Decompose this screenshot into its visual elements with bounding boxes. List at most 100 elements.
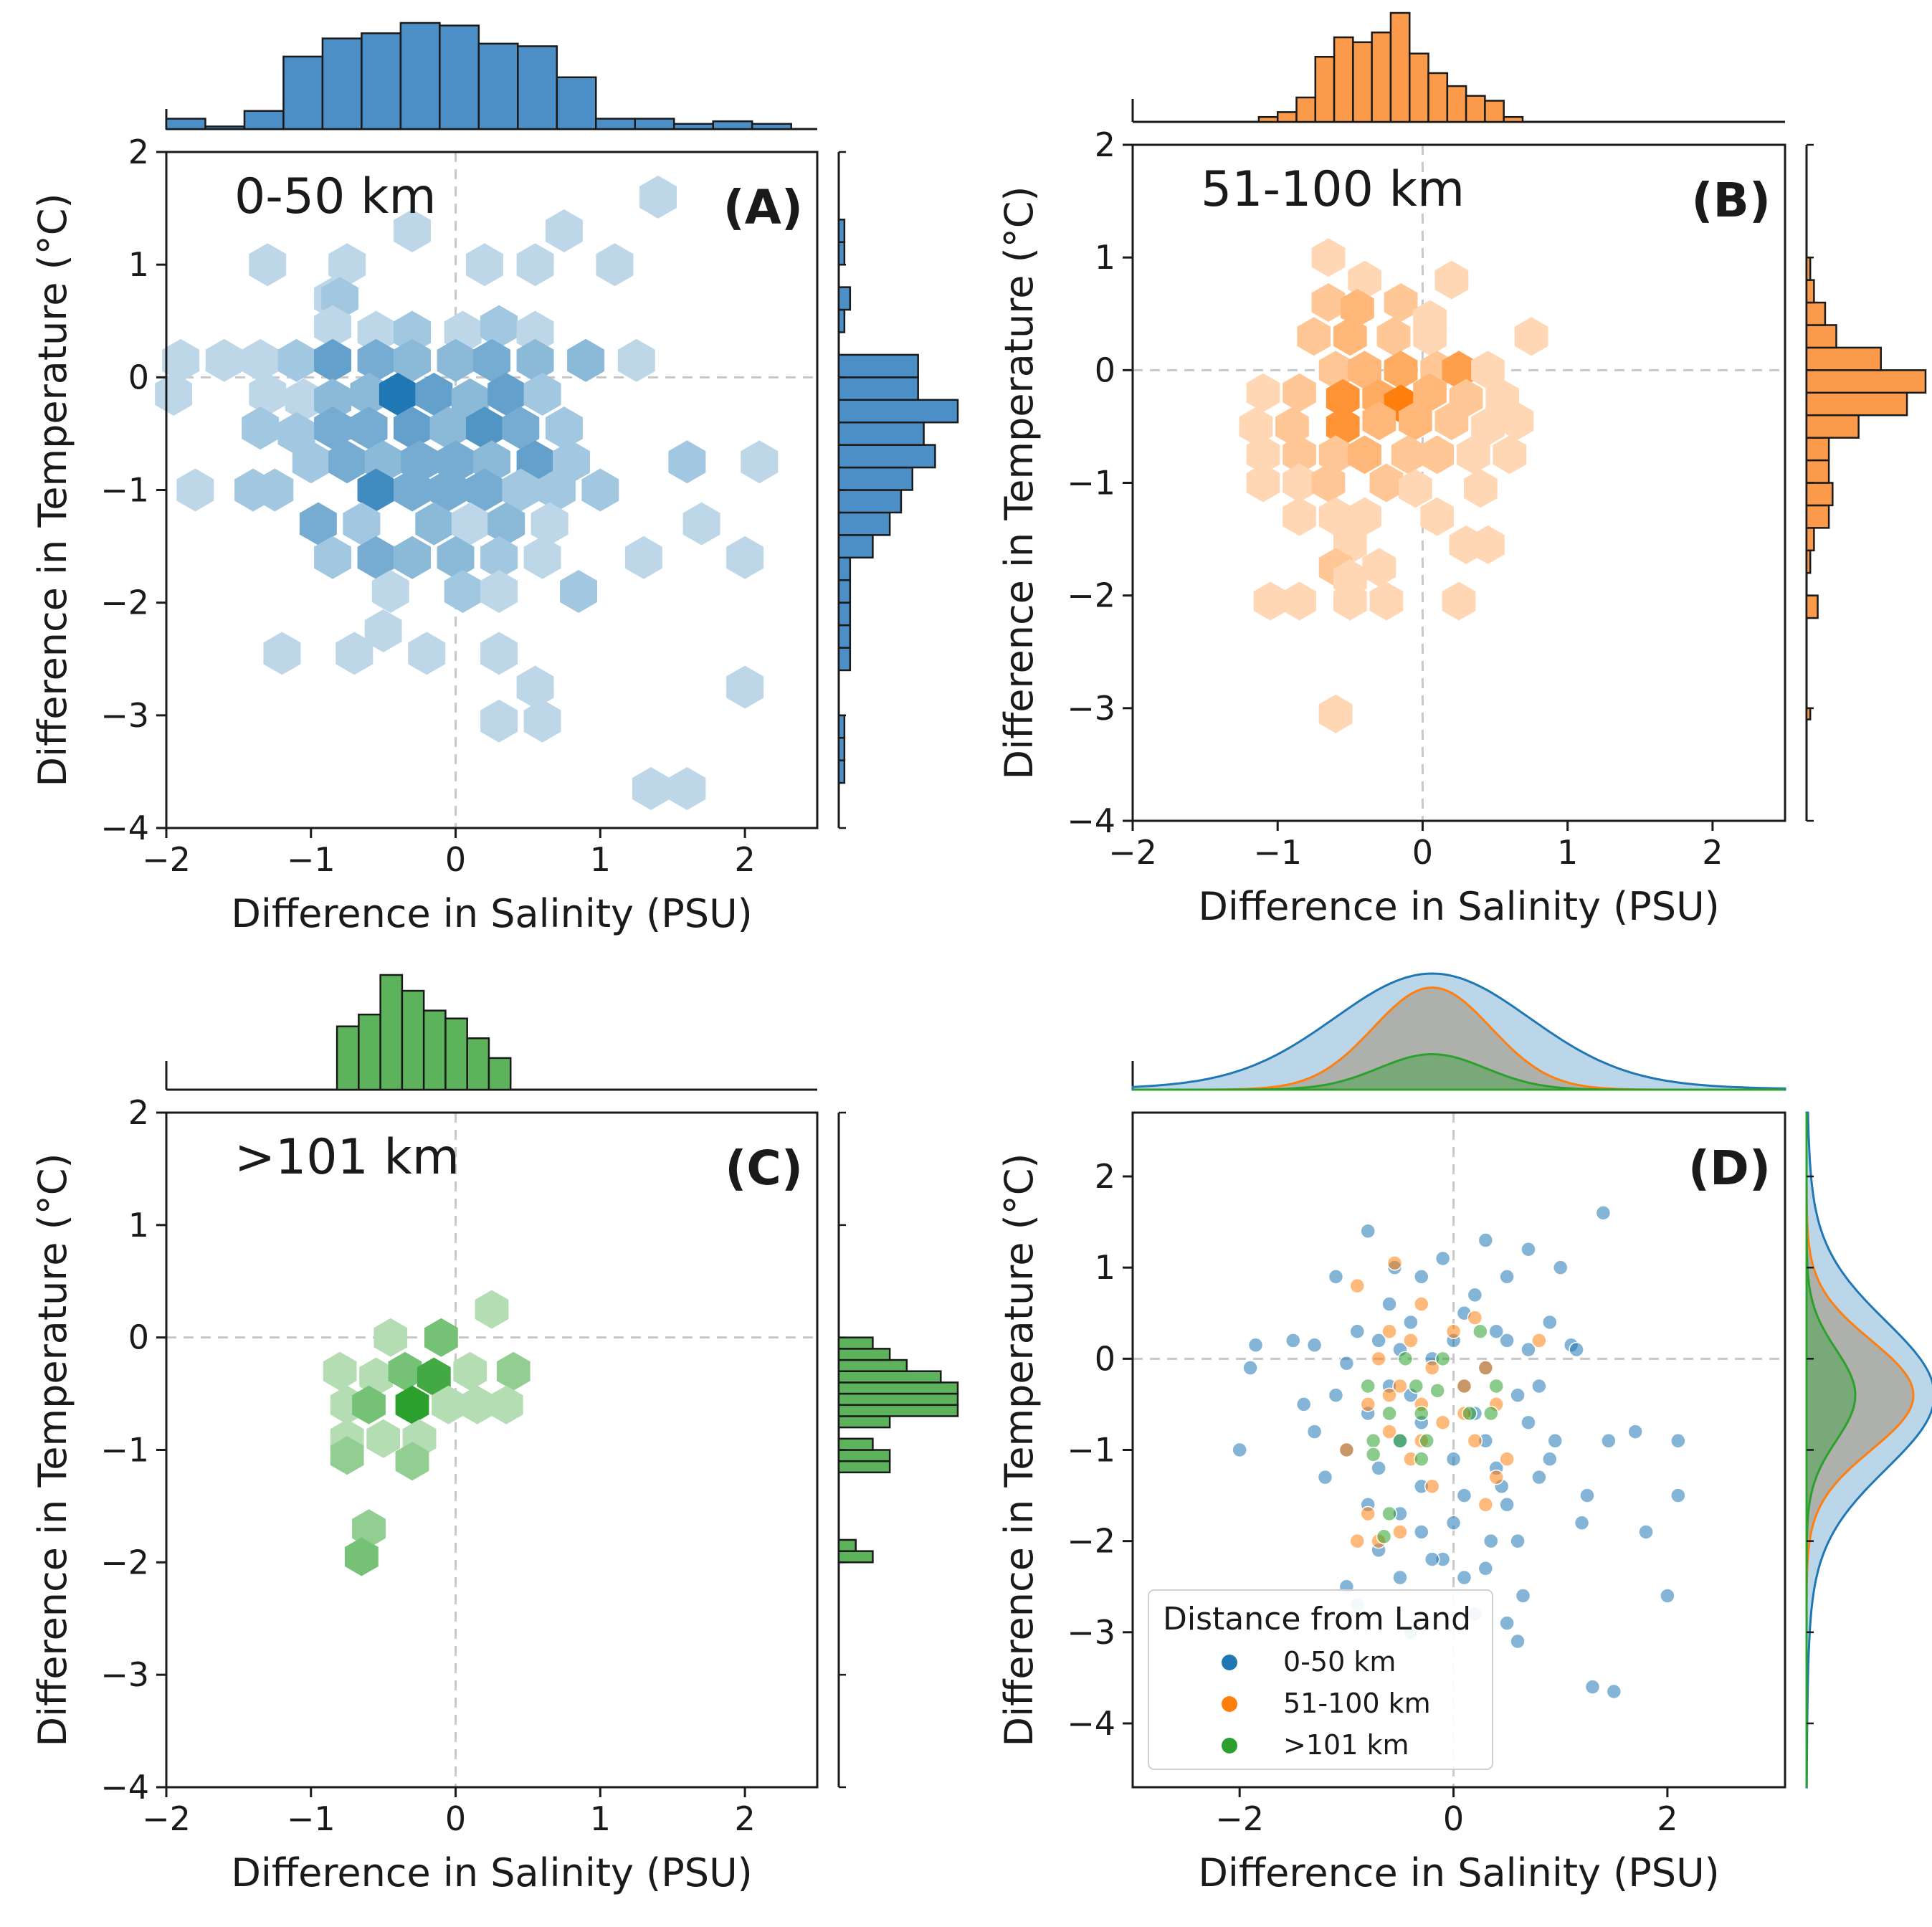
scatter-point-51-100: [1467, 1310, 1483, 1326]
scatter-point-0-50: [1521, 1414, 1536, 1431]
y-hist-bar: [1805, 256, 1812, 281]
hexbin-cell: [350, 372, 388, 416]
hexbin-cell: [350, 406, 388, 450]
scatter-point-51-100: [1360, 1397, 1376, 1412]
hexbin-cell: [352, 1385, 386, 1424]
x-hist-bar: [1352, 41, 1373, 123]
x-hist-bar: [422, 1009, 447, 1091]
x-axis-label: Difference in Salinity (PSU): [1198, 1850, 1719, 1895]
hexbin-cell: [345, 1537, 379, 1576]
y-tick-label: 0: [1095, 351, 1115, 389]
scatter-point-0-50: [1295, 1397, 1312, 1412]
y-hist-bar: [1805, 414, 1860, 439]
hexbin-cell: [523, 372, 561, 416]
hexbin-cell: [475, 1290, 509, 1329]
y-axis-label: Difference in Temperature (°C): [996, 1153, 1042, 1746]
y-hist-bar: [837, 1437, 874, 1451]
scatter-point-0-50: [1606, 1683, 1622, 1700]
y-tick-label: −4: [100, 809, 149, 847]
hexbin-cell: [394, 209, 431, 252]
hexbin-cell: [379, 372, 417, 416]
scatter-point-51-100: [1392, 1524, 1408, 1540]
scatter-point-51-100: [1499, 1451, 1515, 1467]
hexbin-cell: [1420, 435, 1454, 475]
scatter-point-51-100: [1467, 1433, 1483, 1449]
hexbin-cell: [395, 1442, 429, 1481]
y-hist-bar: [837, 534, 874, 559]
x-tick-label: 1: [590, 1799, 611, 1838]
scatter-point-0-50: [1531, 1469, 1547, 1485]
scatter-point-0-50: [1531, 1378, 1547, 1394]
scatter-point-0-50: [1515, 1588, 1531, 1604]
y-hist-bar: [837, 241, 846, 266]
y-tick-label: −2: [1067, 576, 1115, 615]
x-tick-label: −2: [1108, 833, 1157, 872]
scatter-point-0-50: [1247, 1337, 1264, 1353]
hexbin-cell: [1384, 283, 1418, 322]
scatter-point-0-50: [1499, 1615, 1515, 1631]
hexbin-cell: [1369, 581, 1404, 621]
scatter-point-0-50: [1547, 1433, 1564, 1449]
panel-c: −2 −1 0 1 2 −4 −3 −2 −1 0 1 2 Difference in Salinity…: [30, 974, 959, 1895]
y-hist-bar: [837, 1449, 891, 1462]
x-tick-label: 0: [1443, 1799, 1464, 1838]
hexbin-cell: [162, 338, 200, 382]
scatter-point-0-50: [1456, 1569, 1472, 1586]
scatter-point-0-50: [1338, 1355, 1355, 1371]
scatter-point-over-101: [1472, 1323, 1488, 1339]
hexbin-cell: [314, 406, 351, 450]
x-hist-bar: [751, 123, 792, 130]
scatter-point-0-50: [1403, 1314, 1419, 1331]
y-hist-bar: [1805, 527, 1815, 552]
legend-marker: [1222, 1696, 1237, 1712]
y-hist-bar: [1805, 324, 1837, 349]
y-hist-bar: [1805, 594, 1819, 619]
y-hist-bar: [837, 1392, 959, 1407]
scatter-point-0-50: [1552, 1260, 1569, 1275]
scatter-point-0-50: [1328, 1387, 1344, 1403]
y-hist-bar: [837, 466, 914, 491]
hexbin-cell: [366, 1419, 400, 1458]
x-hist-bar: [487, 1057, 512, 1091]
hexbin-cell: [444, 570, 482, 613]
hexbin-cell: [394, 468, 431, 512]
hexbin-cell: [489, 1385, 523, 1424]
scatter-point-51-100: [1424, 1478, 1440, 1495]
scatter-point-0-50: [1499, 1497, 1515, 1513]
hexbin-cell: [523, 536, 561, 579]
scatter-point-0-50: [1542, 1314, 1558, 1331]
y-hist-bar: [837, 444, 936, 469]
hexbin-cell: [480, 305, 518, 348]
x-hist-bar: [243, 110, 285, 130]
hexbin-cell: [364, 609, 402, 652]
hexbin-cell: [624, 536, 662, 579]
scatter-point-0-50: [1670, 1433, 1686, 1449]
hexbin-cell: [357, 310, 395, 354]
hexbin-cell: [545, 406, 583, 450]
y-hist-bar: [1805, 549, 1812, 574]
hexbin-cell: [1434, 401, 1469, 441]
hexbin-cell: [1326, 379, 1360, 418]
x-hist-bar: [1484, 100, 1505, 123]
hexbin-cell: [516, 243, 554, 287]
scatter-point-over-101: [1429, 1383, 1445, 1399]
x-tick-label: −1: [287, 1799, 336, 1838]
hexbin-cell: [234, 468, 272, 512]
x-hist-bar: [1257, 115, 1279, 123]
scatter-point-51-100: [1381, 1323, 1397, 1339]
y-hist-bar: [837, 1370, 942, 1384]
hexbin-cell: [530, 502, 568, 546]
hexbin-cell: [1369, 463, 1404, 503]
x-hist-bar: [165, 118, 206, 130]
y-tick-label: 0: [128, 1318, 149, 1357]
y-axis-label: Difference in Temperature (°C): [996, 186, 1042, 779]
scatter-point-over-101: [1392, 1433, 1408, 1449]
scatter-point-over-101: [1483, 1405, 1499, 1422]
y-hist-bar: [837, 286, 852, 311]
axes-frame: [165, 1111, 819, 1789]
scatter-point-over-101: [1488, 1378, 1504, 1394]
legend-marker: [1222, 1738, 1237, 1754]
y-hist-bar: [837, 1348, 891, 1361]
scatter-point-over-101: [1365, 1447, 1381, 1462]
hexbin-cell: [545, 209, 583, 252]
